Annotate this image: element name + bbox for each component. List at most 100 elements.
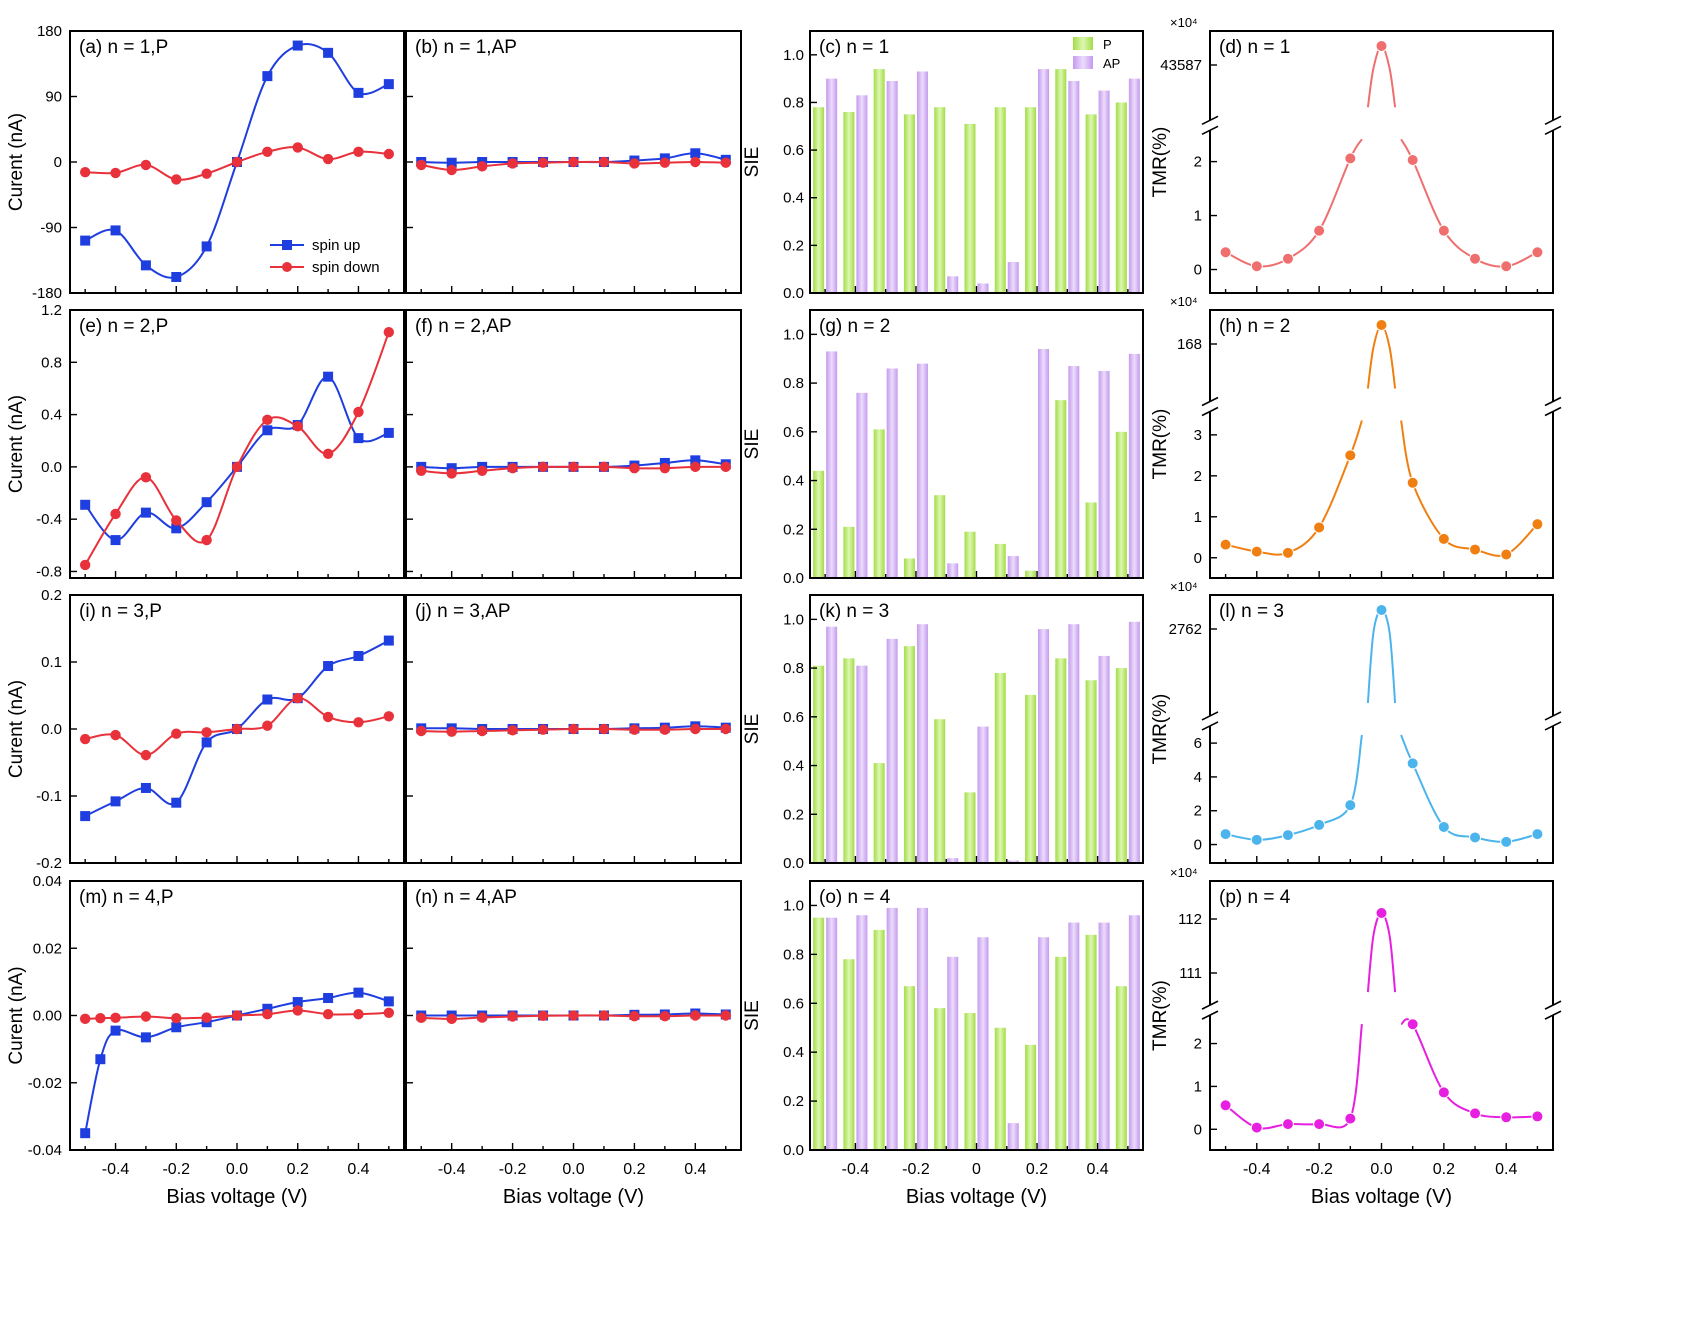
y-tick-label: 0.0 <box>783 570 804 587</box>
series-line-spin-up <box>84 375 390 542</box>
data-point-spin-down <box>322 711 334 723</box>
bar-ap <box>947 858 959 863</box>
data-point-spin-down <box>353 146 364 158</box>
bar-p <box>813 665 825 863</box>
data-point-spin-down <box>171 515 182 526</box>
bar-p <box>903 558 915 578</box>
y-tick-label-upper: 112 <box>1178 911 1202 928</box>
y-tick-label: 0.00 <box>33 1008 62 1025</box>
bar-ap <box>977 726 989 863</box>
tmr-curve-left <box>1225 734 1363 841</box>
panel-label: (d) n = 1 <box>1219 37 1290 58</box>
y-axis-label: Curent (nA) <box>6 966 27 1064</box>
x-tick-label: 0 <box>972 1161 981 1178</box>
tmr-curve-right <box>1400 1018 1538 1119</box>
x-tick-label: 0.2 <box>1433 1161 1455 1178</box>
x-tick-label: 0.0 <box>226 1161 248 1178</box>
bar-p <box>813 917 825 1150</box>
data-point-spin-up <box>383 635 394 646</box>
bar-p <box>1115 102 1127 293</box>
bar-p <box>843 526 855 578</box>
tmr-data-point <box>1281 829 1294 842</box>
bar-ap <box>1128 353 1140 578</box>
bar-ap <box>916 71 928 293</box>
bar-p <box>964 792 976 863</box>
axis-break-gap <box>1545 401 1561 412</box>
data-point-spin-up <box>201 737 212 748</box>
y-axis-label: SIE <box>742 714 763 745</box>
data-point-spin-down <box>79 166 91 178</box>
bar-p <box>1055 69 1067 293</box>
legend-swatch-ap <box>1073 56 1093 69</box>
data-point-spin-down <box>110 508 121 520</box>
panel-label: (f) n = 2,AP <box>415 316 512 337</box>
y-tick-label: 0.8 <box>41 354 62 371</box>
x-tick-label: 0.4 <box>1495 1161 1517 1178</box>
bar-ap <box>947 956 959 1150</box>
bar-p <box>1085 502 1097 578</box>
x-tick-label: 0.2 <box>287 1161 309 1178</box>
y-tick-label: 0 <box>1194 262 1202 279</box>
x-tick-label: 0.0 <box>1370 1161 1392 1178</box>
data-point-spin-down <box>507 158 518 169</box>
y-tick-label-upper: 2762 <box>1169 621 1202 638</box>
tmr-data-point <box>1375 604 1388 616</box>
y-tick-label: 0 <box>1194 1121 1202 1138</box>
tmr-data-point <box>1469 1107 1482 1120</box>
data-point-spin-down <box>537 724 549 735</box>
data-point-spin-down <box>201 727 212 738</box>
data-point-spin-down <box>292 1005 303 1016</box>
bar-p <box>843 658 855 863</box>
panel-label: (m) n = 4,P <box>79 887 174 908</box>
y-tick-label: 1 <box>1194 1078 1202 1095</box>
data-point-spin-down <box>568 156 579 168</box>
data-point-spin-down <box>416 465 427 476</box>
y-tick-label: 0.0 <box>783 285 804 302</box>
data-point-spin-up <box>262 71 273 82</box>
panel-c: 0.0 0.2 0.4 0.6 0.8 1.0 (c) n = 1 P AP SIE <box>742 30 1144 302</box>
bar-ap <box>947 276 959 293</box>
axis-break-mark <box>1544 406 1562 417</box>
data-point-spin-up <box>171 523 182 534</box>
bar-ap <box>826 78 838 294</box>
tmr-curve-right <box>1400 420 1539 557</box>
bar-p <box>1115 986 1127 1150</box>
data-point-spin-down <box>446 468 457 479</box>
data-point-spin-up <box>323 371 334 382</box>
tmr-data-point <box>1375 907 1388 919</box>
axis-multiplier: ×10⁴ <box>1170 15 1198 30</box>
data-point-spin-up <box>262 694 273 705</box>
data-point-spin-down <box>292 421 303 432</box>
axis-multiplier: ×10⁴ <box>1170 294 1198 309</box>
axis-break-gap <box>1202 715 1218 726</box>
x-tick-label: -0.4 <box>102 1161 130 1178</box>
data-point-spin-down <box>171 728 182 739</box>
bar-p <box>1055 658 1067 863</box>
legend-marker-spin-up <box>282 240 292 250</box>
tmr-data-point <box>1250 260 1263 273</box>
legend-label-p: P <box>1103 37 1112 52</box>
bar-ap <box>1007 556 1019 578</box>
tmr-data-point <box>1500 548 1513 561</box>
y-tick-label-upper: 168 <box>1177 336 1202 353</box>
bar-p <box>1055 956 1067 1150</box>
y-tick-label: 1.0 <box>783 47 804 64</box>
tmr-data-point <box>1469 252 1482 265</box>
data-point-spin-down <box>201 168 212 179</box>
y-tick-label: 1.0 <box>783 897 804 914</box>
data-point-spin-down <box>476 161 488 172</box>
data-point-spin-down <box>383 1007 395 1019</box>
data-point-spin-up <box>80 499 91 510</box>
panel-h: 0 1 2 3 168 ×10⁴ (h) n = 2 TMR(%) <box>1150 294 1562 579</box>
axis-break-mark <box>1201 1000 1219 1010</box>
tmr-data-point <box>1344 1112 1357 1125</box>
y-tick-label: 0.0 <box>783 1142 804 1159</box>
tmr-data-point <box>1219 1099 1232 1112</box>
data-point-spin-up <box>292 997 303 1008</box>
tmr-data-point <box>1531 518 1544 531</box>
data-point-spin-down <box>720 1010 731 1021</box>
axis-break-gap <box>1202 401 1218 412</box>
bar-p <box>813 470 825 578</box>
tmr-curve-peak <box>1366 323 1397 389</box>
legend-label-ap: AP <box>1103 56 1120 71</box>
